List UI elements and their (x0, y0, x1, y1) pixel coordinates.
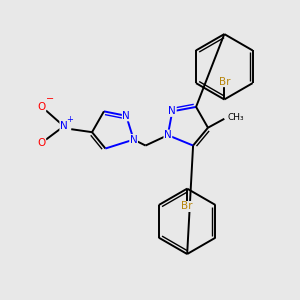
Text: Br: Br (219, 76, 230, 87)
Text: O: O (38, 138, 46, 148)
Text: N: N (60, 121, 68, 131)
Text: O: O (38, 102, 46, 112)
Text: N: N (168, 106, 176, 116)
Text: +: + (66, 115, 73, 124)
Text: N: N (164, 130, 172, 140)
Text: Br: Br (182, 202, 193, 212)
Text: N: N (122, 111, 130, 121)
Text: −: − (46, 94, 54, 104)
Text: N: N (130, 135, 137, 145)
Text: CH₃: CH₃ (227, 113, 244, 122)
